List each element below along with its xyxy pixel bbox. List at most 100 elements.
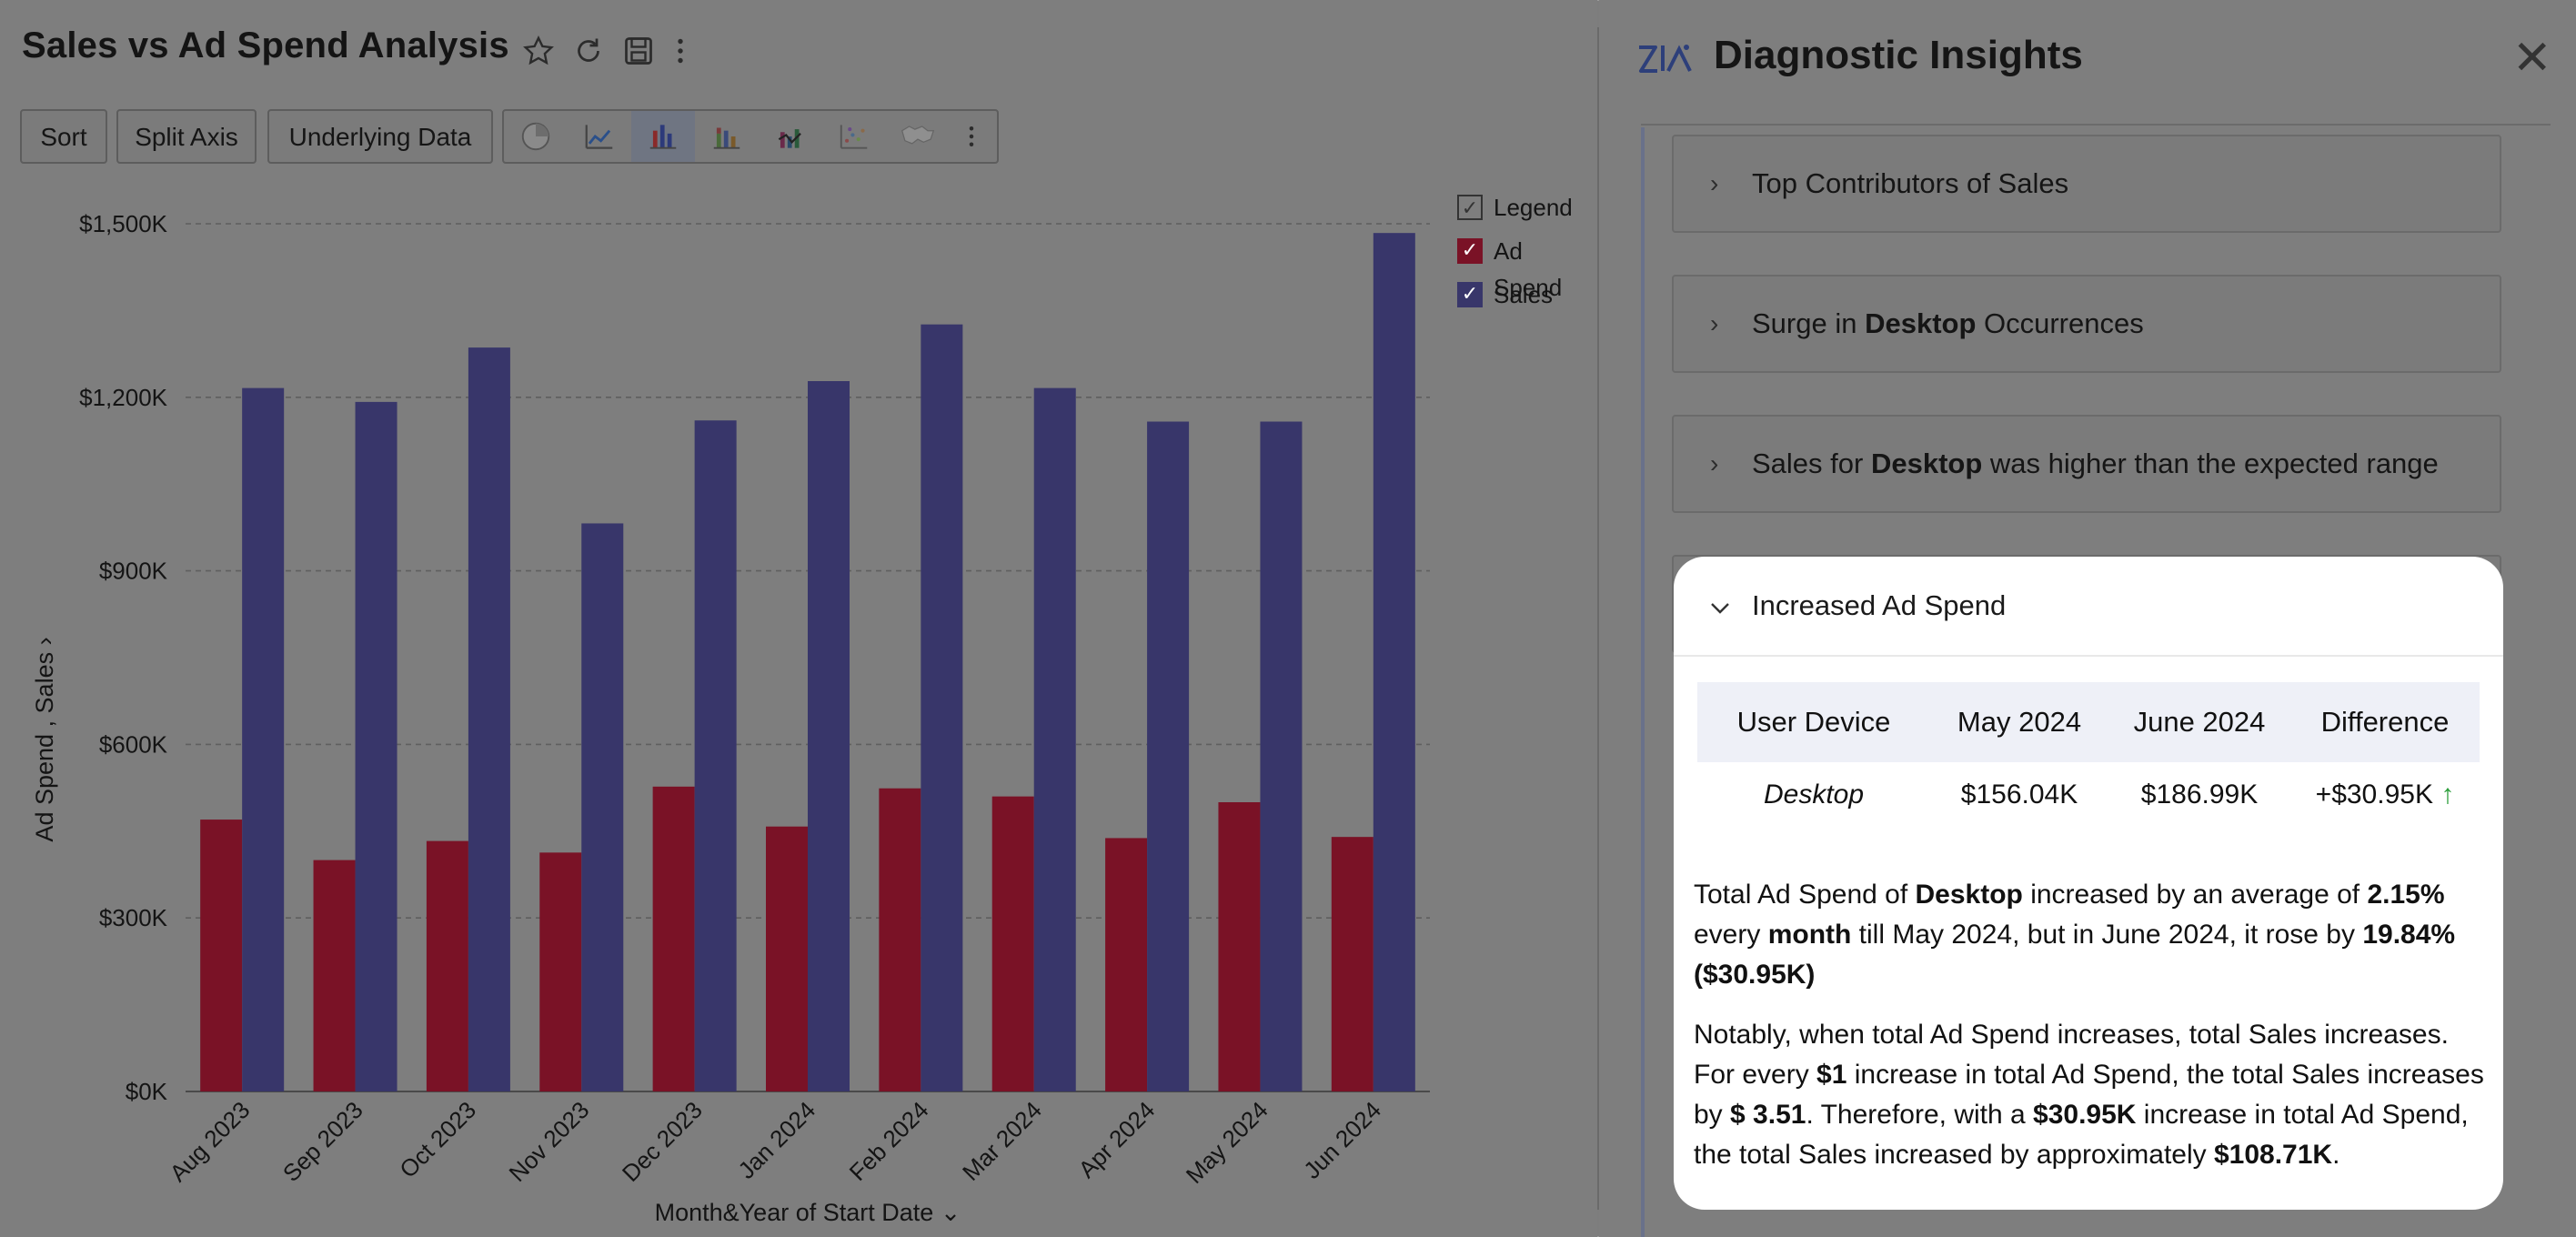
x-tick-label: Nov 2023: [504, 1096, 595, 1187]
chevron-right-icon: ›: [1710, 309, 1719, 337]
insight-panel-title: Increased Ad Spend: [1752, 589, 2007, 621]
insight-card-label: Sales for Desktop was higher than the ex…: [1752, 448, 2439, 479]
table-cell: $156.04K: [1960, 779, 2078, 810]
underlying-data-button[interactable]: Underlying Data: [267, 109, 493, 164]
bar-sales: [242, 387, 285, 1091]
bar-sales: [468, 347, 510, 1091]
chevron-right-icon: ›: [1710, 449, 1719, 478]
y-tick-label: $0K: [126, 1078, 168, 1105]
y-tick-label: $600K: [99, 730, 168, 758]
x-tick-label: May 2024: [1181, 1096, 1273, 1189]
bar-sales: [808, 380, 850, 1091]
y-tick-label: $1,500K: [79, 210, 168, 237]
more-vertical-icon[interactable]: [662, 35, 699, 71]
line-chart-icon[interactable]: [568, 111, 631, 162]
table-header: User Device May 2024 June 2024 Differenc…: [1697, 682, 2480, 762]
x-tick-label: Sep 2023: [277, 1096, 368, 1187]
legend-label: Sales: [1494, 281, 1554, 308]
sales-adspend-bar-chart: $0K $300K $600K $900K $1,200K $1,500K Aug 2023…: [31, 210, 1430, 1226]
bar-ad-spend: [1331, 837, 1374, 1091]
insights-timeline-line: [1641, 127, 1645, 1237]
bar-chart-icon[interactable]: [631, 111, 695, 162]
insight-panel-increased-ad-spend: Increased Ad Spend User Device May 2024 …: [1674, 557, 2503, 1210]
map-chart-icon[interactable]: [886, 111, 950, 162]
legend-sales-checkbox-icon[interactable]: ✓: [1457, 282, 1483, 307]
table-row: Desktop $156.04K $186.99K +$30.95K ↑: [1697, 762, 2480, 828]
insight-panel-header[interactable]: Increased Ad Spend: [1674, 557, 2503, 657]
bar-sales: [581, 523, 624, 1091]
bar-ad-spend: [991, 796, 1034, 1091]
bar-ad-spend: [1218, 802, 1261, 1091]
insight-card-desktop-sales-range[interactable]: › Sales for Desktop was higher than the …: [1672, 415, 2501, 513]
bar-sales: [1373, 233, 1415, 1091]
header-divider: [1641, 124, 2551, 126]
x-tick-label: Jun 2024: [1298, 1096, 1386, 1184]
split-axis-button[interactable]: Split Axis: [116, 109, 257, 164]
x-tick-label: Mar 2024: [957, 1096, 1047, 1186]
chevron-right-icon: ›: [1710, 169, 1719, 197]
legend-title: Legend: [1494, 194, 1573, 221]
report-pane: Sales vs Ad Spend Analysis Sort Split Ax…: [20, 25, 1597, 1226]
close-icon[interactable]: ✕: [2512, 32, 2552, 85]
chart-legend: ✓ Legend ✓ Ad Spend ✓ Sales: [1457, 189, 1597, 320]
star-icon[interactable]: [520, 35, 557, 71]
insight-paragraph-2: Notably, when total Ad Spend increases, …: [1694, 1020, 2484, 1170]
chart-type-toolbar: [502, 109, 999, 164]
legend-label: Ad Spend: [1494, 237, 1563, 301]
column-header: Difference: [2320, 706, 2450, 738]
bar-ad-spend: [200, 820, 243, 1091]
x-tick-label: Feb 2024: [844, 1096, 934, 1186]
bar-ad-spend: [426, 840, 468, 1091]
zia-logo-icon: [1635, 36, 1694, 85]
column-header: User Device: [1736, 706, 1891, 738]
bar-ad-spend: [879, 788, 921, 1091]
bar-ad-spend: [1105, 838, 1148, 1091]
legend-checkbox-icon[interactable]: ✓: [1457, 195, 1483, 220]
insight-card-desktop-surge[interactable]: › Surge in Desktop Occurrences: [1672, 275, 2501, 373]
bar-sales: [1033, 387, 1076, 1091]
combo-chart-icon[interactable]: [759, 111, 822, 162]
bar-sales: [355, 401, 397, 1091]
table-cell: $186.99K: [2140, 779, 2259, 810]
table-cell: Desktop: [1763, 779, 1865, 810]
stacked-bar-icon[interactable]: [695, 111, 759, 162]
insight-card-top-contributors[interactable]: › Top Contributors of Sales: [1672, 135, 2501, 233]
pane-divider[interactable]: [1597, 27, 1599, 1210]
insight-card-label: Top Contributors of Sales: [1752, 167, 2069, 199]
table-cell-difference: +$30.95K ↑: [2315, 779, 2455, 810]
x-tick-label: Jan 2024: [732, 1096, 820, 1184]
sort-button[interactable]: Sort: [20, 109, 107, 164]
x-tick-label: Aug 2023: [164, 1096, 255, 1187]
x-axis-label: Month&Year of Start Date ⌄: [655, 1199, 961, 1226]
insight-table: User Device May 2024 June 2024 Differenc…: [1697, 682, 2480, 828]
y-tick-label: $1,200K: [79, 384, 168, 411]
arrow-up-icon: ↑: [2440, 779, 2455, 810]
x-tick-label: Oct 2023: [394, 1096, 481, 1183]
more-chart-options-icon[interactable]: [946, 111, 997, 162]
legend-item-sales[interactable]: ✓ Sales: [1457, 277, 1597, 320]
insight-paragraph-1: Total Ad Spend of Desktop increased by a…: [1694, 880, 2456, 990]
report-title: Sales vs Ad Spend Analysis: [22, 25, 509, 65]
bar-ad-spend: [766, 826, 808, 1091]
scatter-chart-icon[interactable]: [822, 111, 886, 162]
x-tick-label: Dec 2023: [617, 1096, 708, 1187]
save-icon[interactable]: [620, 35, 657, 71]
legend-ad-spend-checkbox-icon[interactable]: ✓: [1457, 238, 1483, 264]
insight-card-label: Surge in Desktop Occurrences: [1752, 307, 2144, 339]
refresh-icon[interactable]: [570, 35, 607, 71]
bar-sales: [1147, 421, 1190, 1092]
y-tick-label: $300K: [99, 904, 168, 931]
column-header: June 2024: [2133, 706, 2266, 738]
x-tick-label: Apr 2024: [1072, 1096, 1160, 1183]
column-header: May 2024: [1957, 706, 2082, 738]
bar-ad-spend: [539, 852, 582, 1091]
bar-sales: [1260, 421, 1303, 1092]
chevron-down-icon[interactable]: [1710, 593, 1730, 621]
legend-item-ad-spend[interactable]: ✓ Ad Spend: [1457, 233, 1597, 301]
y-axis-label: Ad Spend , Sales ›: [31, 637, 58, 841]
legend-toggle[interactable]: ✓ Legend: [1457, 189, 1597, 233]
bar-ad-spend: [313, 860, 356, 1091]
bar-sales: [694, 420, 737, 1091]
pie-chart-icon[interactable]: [504, 111, 568, 162]
insights-title: Diagnostic Insights: [1714, 33, 2083, 77]
